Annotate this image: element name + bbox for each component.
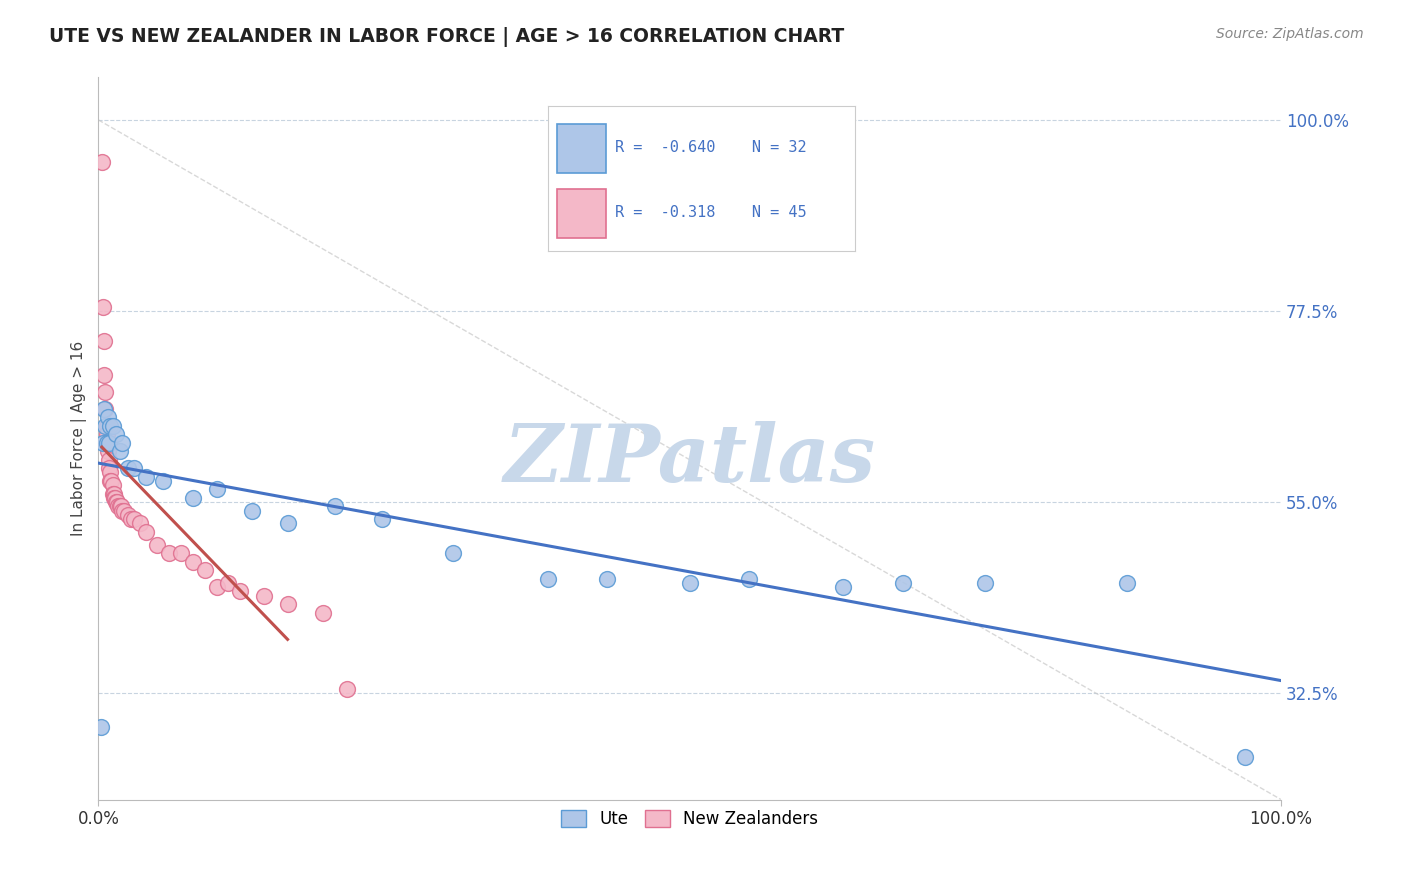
Point (277, 516, 299, 531)
Point (277, 597, 299, 611)
Point (679, 575, 702, 590)
Text: Source: ZipAtlas.com: Source: ZipAtlas.com (1216, 27, 1364, 41)
Point (112, 504, 135, 518)
Point (105, 495, 128, 509)
Point (336, 682, 359, 697)
Point (98, 435, 121, 450)
Point (105, 495, 128, 509)
Point (117, 508, 139, 522)
Point (205, 483, 228, 497)
Point (181, 555, 204, 569)
Point (91, 300, 114, 314)
Point (98, 466, 121, 480)
Point (105, 427, 128, 442)
Point (312, 606, 335, 620)
Point (1234, 750, 1257, 764)
Text: ZIPatlas: ZIPatlas (503, 421, 876, 499)
Point (135, 524, 157, 539)
Point (96, 435, 118, 450)
Point (98, 474, 121, 488)
Point (1116, 575, 1139, 590)
Point (108, 444, 131, 458)
Point (98, 461, 121, 475)
Point (110, 500, 132, 514)
Point (441, 546, 464, 560)
Point (96, 418, 118, 433)
Point (94, 384, 117, 399)
Point (117, 461, 139, 475)
Point (93, 334, 115, 348)
Point (128, 516, 150, 531)
Point (891, 575, 914, 590)
Point (93, 368, 115, 382)
Point (94, 401, 117, 416)
Point (217, 575, 239, 590)
Point (205, 580, 228, 594)
Point (170, 546, 193, 560)
Point (122, 512, 145, 526)
Point (181, 491, 204, 505)
Point (103, 486, 125, 500)
Point (240, 504, 263, 518)
Point (596, 572, 619, 586)
Point (100, 474, 122, 488)
Point (146, 538, 169, 552)
Point (974, 575, 997, 590)
Text: UTE VS NEW ZEALANDER IN LABOR FORCE | AGE > 16 CORRELATION CHART: UTE VS NEW ZEALANDER IN LABOR FORCE | AG… (49, 27, 845, 46)
Point (121, 512, 143, 526)
Point (229, 584, 252, 599)
Point (104, 491, 127, 505)
Y-axis label: In Labor Force | Age > 16: In Labor Force | Age > 16 (72, 341, 87, 536)
Point (98, 452, 121, 467)
Point (738, 572, 761, 586)
Point (97, 444, 120, 458)
Point (91, 435, 114, 450)
Point (101, 418, 124, 433)
Point (371, 512, 394, 526)
Point (111, 435, 134, 450)
Point (97, 410, 120, 425)
Point (108, 500, 131, 514)
Point (97, 435, 120, 450)
Point (157, 546, 180, 560)
Point (323, 500, 346, 514)
Point (101, 478, 124, 492)
Point (94, 418, 117, 433)
Point (90, 720, 112, 734)
Point (135, 469, 157, 483)
Point (832, 580, 855, 594)
Point (253, 589, 276, 603)
Point (93, 401, 115, 416)
Point (537, 572, 560, 586)
Legend: Ute, New Zealanders: Ute, New Zealanders (554, 803, 825, 835)
Point (107, 500, 129, 514)
Point (98, 418, 121, 433)
Point (96, 435, 118, 450)
Point (96, 427, 118, 442)
Point (122, 461, 145, 475)
Point (90, 155, 112, 169)
Point (194, 563, 217, 577)
Point (152, 474, 174, 488)
Point (103, 491, 125, 505)
Point (111, 504, 134, 518)
Point (101, 486, 124, 500)
